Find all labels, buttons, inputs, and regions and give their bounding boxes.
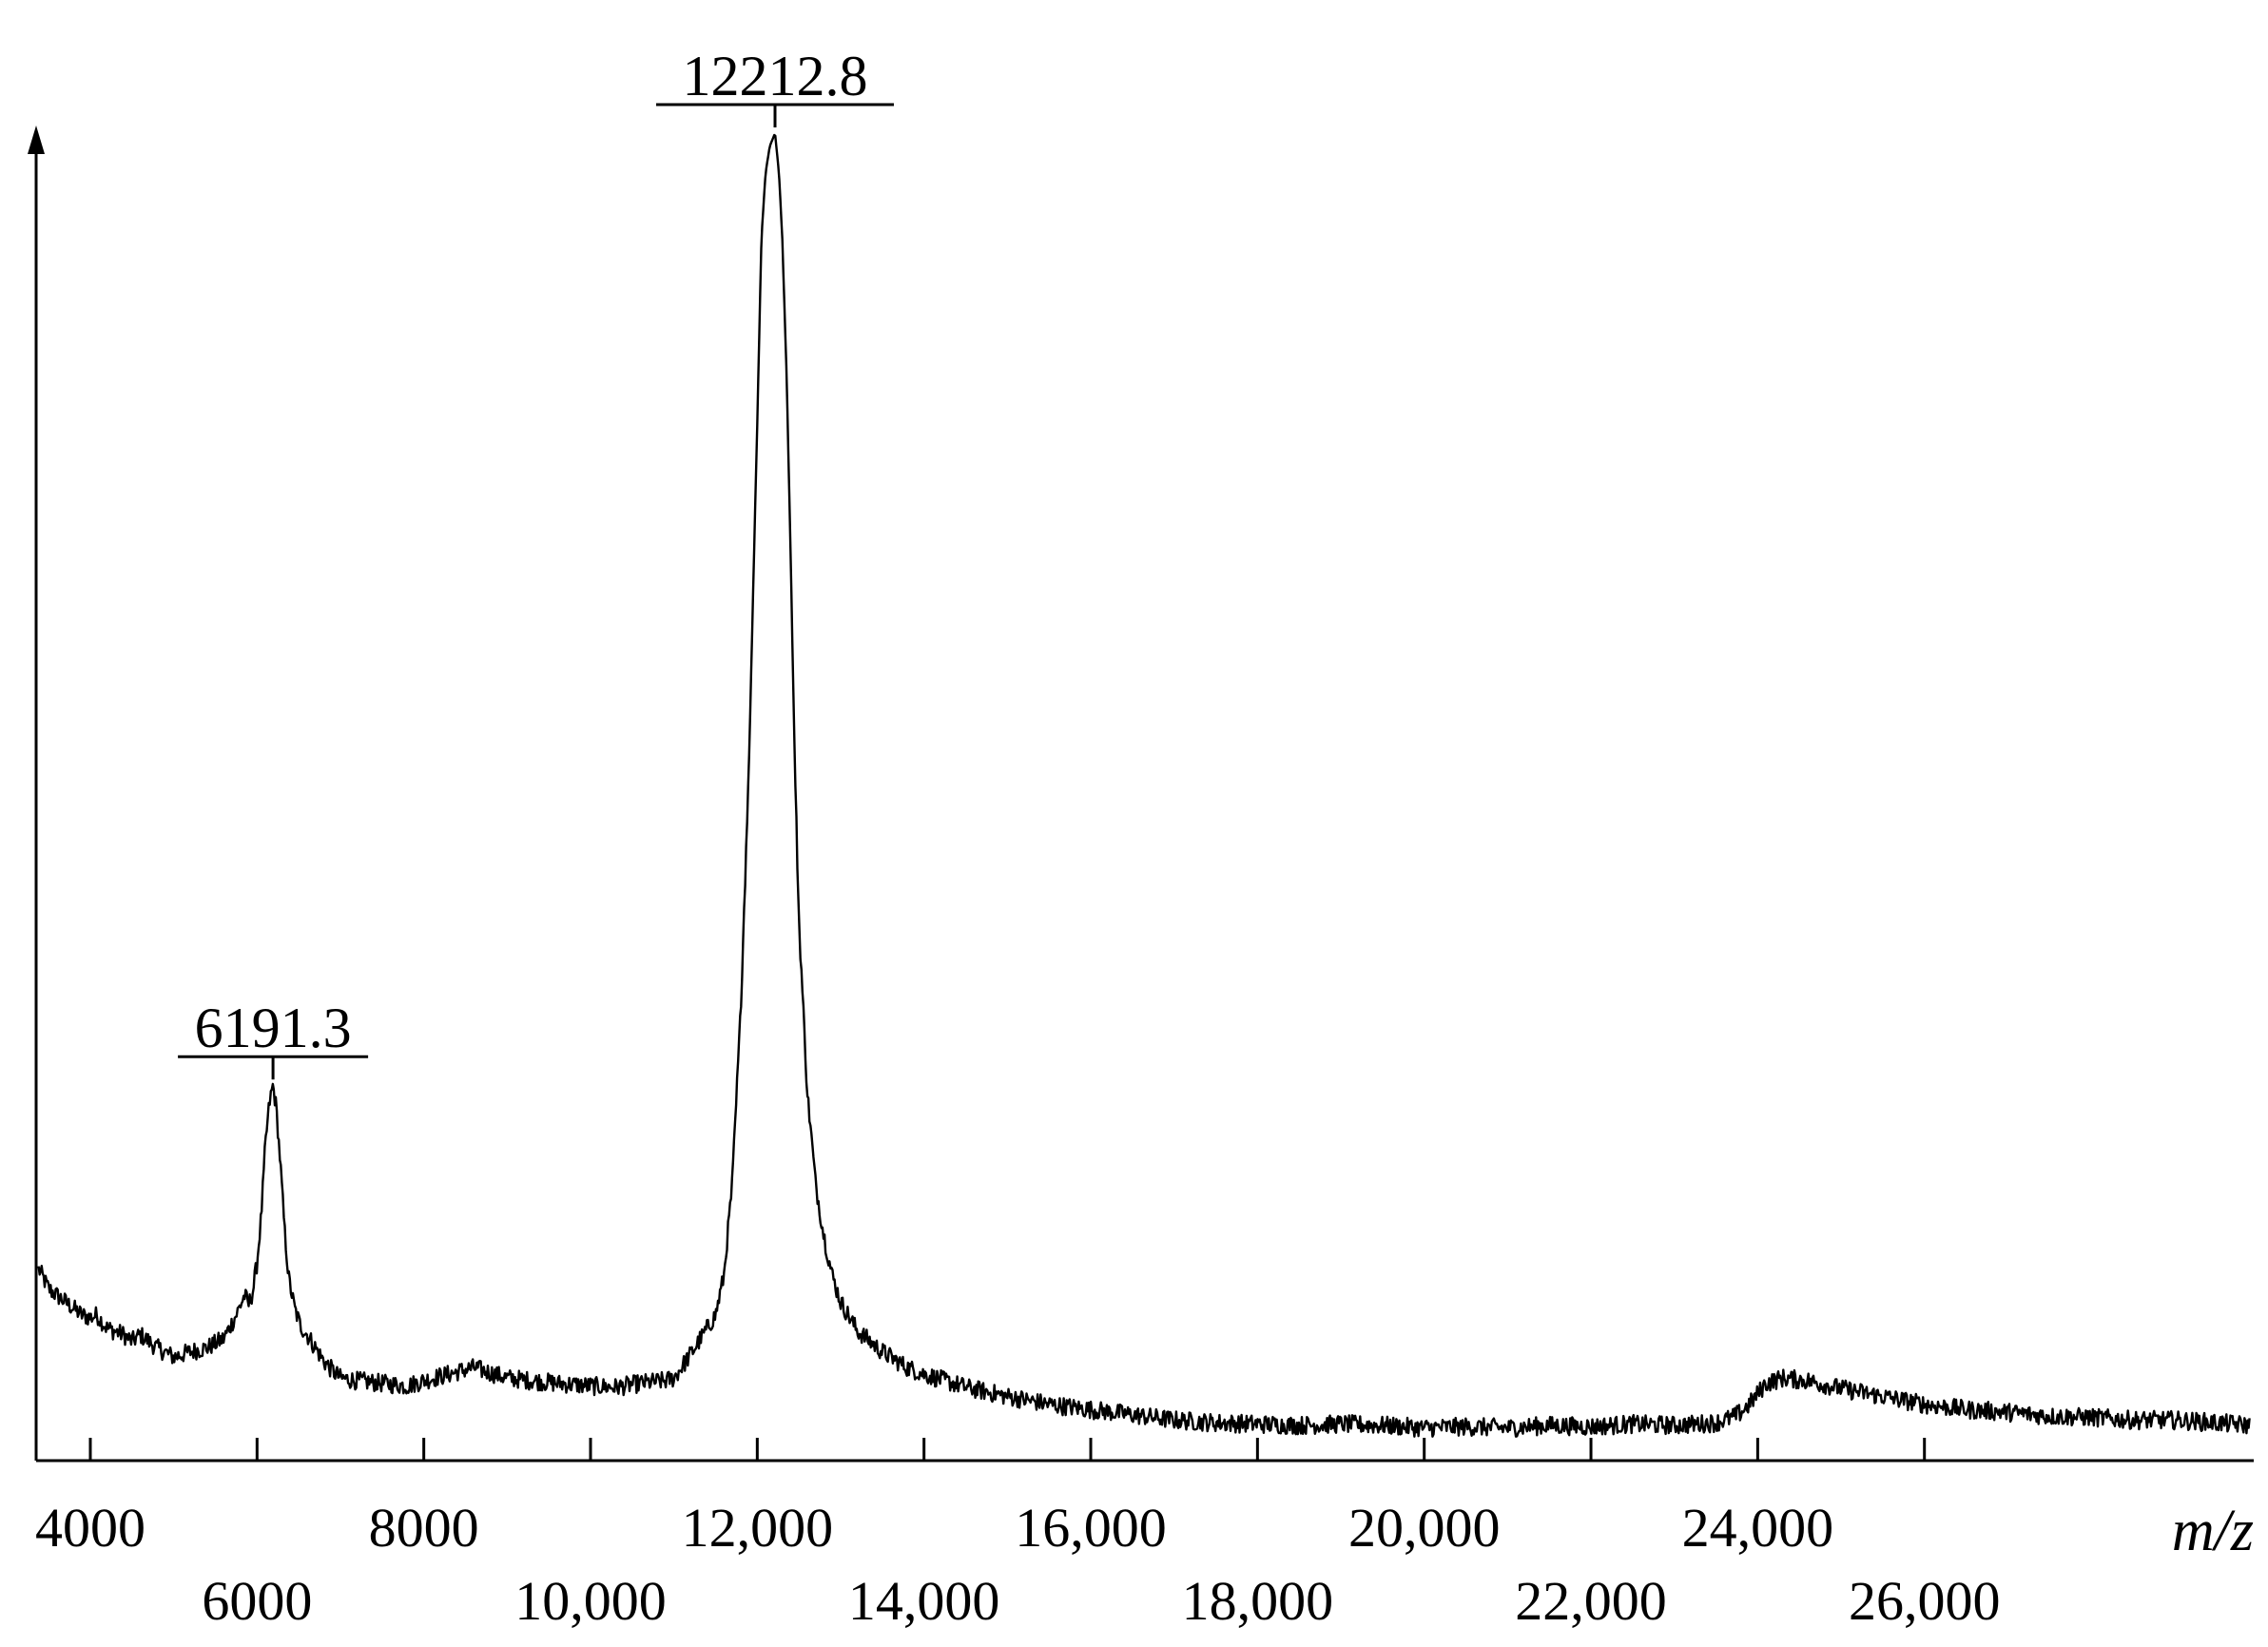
x-tick-label: 22,000 (1515, 1570, 1667, 1632)
x-tick-label: 16,000 (1015, 1497, 1167, 1559)
x-tick-labels: 4000 6000 8000 10,00012,00014,00016,00018,0… (35, 1497, 2000, 1632)
x-tick-label: 10,000 (514, 1570, 667, 1632)
x-tick-label: 8000 (369, 1497, 479, 1559)
x-tick-label: 4000 (35, 1497, 145, 1559)
x-tick-label: 12,000 (682, 1497, 834, 1559)
peak-label: 6191.3 (195, 997, 352, 1059)
x-tick-label: 18,000 (1182, 1570, 1334, 1632)
x-tick-label: 20,000 (1348, 1497, 1501, 1559)
x-tick-label: 6000 (202, 1570, 312, 1632)
x-tick-label: 26,000 (1849, 1570, 2001, 1632)
spectrum-line (37, 133, 2251, 1438)
x-ticks (88, 1438, 1927, 1461)
x-tick-label: 14,000 (848, 1570, 1000, 1632)
peak-annotations: 6191.3 12212.8 (178, 45, 894, 1080)
y-axis-arrow-icon (28, 126, 45, 154)
series-group (37, 133, 2251, 1438)
peak-label: 12212.8 (682, 45, 867, 107)
x-axis-label: m/z (2172, 1499, 2254, 1563)
axes (28, 126, 2254, 1463)
x-tick-label: 24,000 (1682, 1497, 1834, 1559)
